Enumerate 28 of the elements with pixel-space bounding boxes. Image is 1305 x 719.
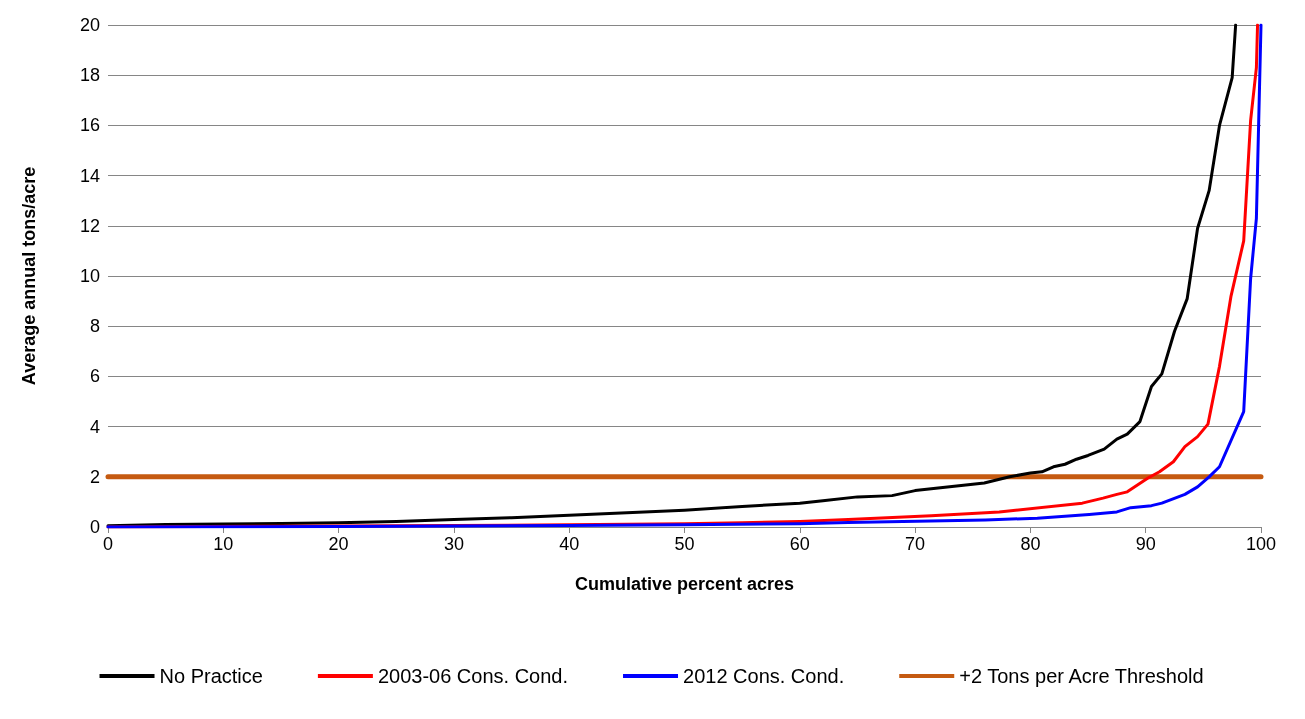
x-tick-label: 60 [789, 534, 810, 554]
y-tick-label: 18 [79, 65, 100, 86]
legend-label: 2003-06 Cons. Cond. [377, 665, 569, 687]
legend-label: 2012 Cons. Cond. [683, 665, 845, 687]
y-tick-label: 12 [79, 215, 100, 236]
x-tick-label: 40 [559, 534, 580, 554]
y-tick-label: 10 [79, 266, 100, 286]
legend-label: +2 Tons per Acre Threshold [959, 665, 1204, 687]
y-tick-label: 6 [89, 366, 100, 387]
x-axis-title: Cumulative percent acres [574, 574, 795, 594]
y-tick-label: 16 [79, 115, 100, 136]
legend-label: No Practice [159, 665, 263, 687]
x-tick-label: 70 [905, 534, 926, 554]
y-tick-label: 4 [89, 416, 100, 437]
x-tick-label: 100 [1245, 534, 1277, 554]
x-tick-label: 20 [328, 534, 349, 554]
x-tick-label: 80 [1020, 534, 1041, 554]
x-tick-label: 10 [213, 534, 234, 554]
y-tick-label: 0 [89, 517, 100, 537]
x-tick-label: 30 [443, 534, 464, 554]
y-tick-label: 2 [89, 466, 100, 487]
x-tick-label: 50 [674, 534, 695, 554]
x-tick-label: 90 [1135, 534, 1156, 554]
y-tick-label: 20 [79, 15, 100, 35]
y-axis-title: Average annual tons/acre [19, 166, 39, 386]
y-tick-label: 14 [79, 165, 100, 186]
x-tick-label: 0 [102, 534, 114, 554]
y-tick-label: 8 [89, 316, 100, 337]
